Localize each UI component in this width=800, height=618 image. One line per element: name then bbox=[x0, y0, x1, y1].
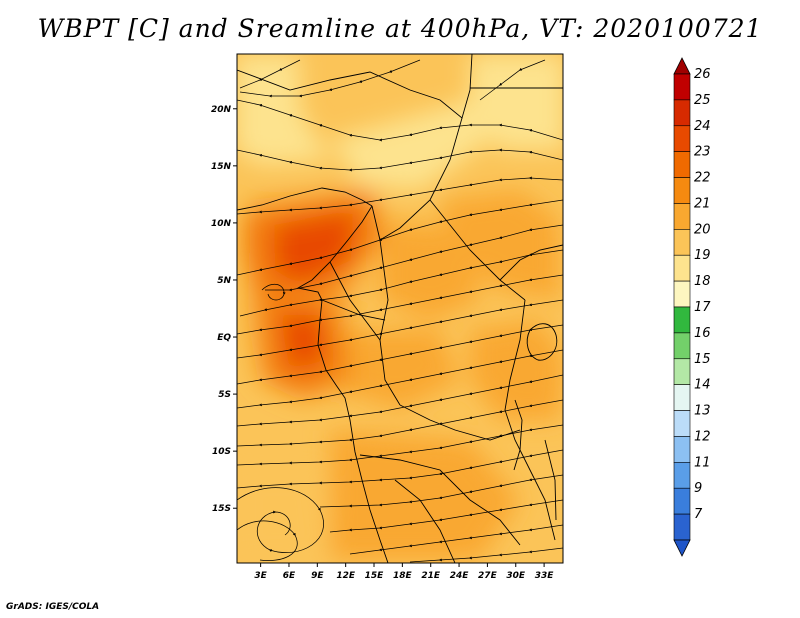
colorbar-label: 23 bbox=[694, 145, 711, 160]
colorbar-label: 15 bbox=[694, 352, 711, 367]
colorbar-label: 21 bbox=[694, 196, 711, 211]
lon-tick-label: 3E bbox=[254, 571, 267, 581]
colorbar-swatch bbox=[673, 177, 691, 204]
colorbar-label: 7 bbox=[694, 507, 703, 522]
lon-tick-label: 24E bbox=[450, 571, 470, 581]
lon-tick-label: 27E bbox=[478, 571, 498, 581]
lat-tick-label: 15N bbox=[211, 162, 232, 172]
colorbar-swatch bbox=[673, 125, 691, 152]
colorbar-label: 12 bbox=[694, 429, 711, 444]
lon-tick-label: 15E bbox=[365, 571, 385, 581]
colorbar-label: 22 bbox=[694, 171, 711, 186]
colorbar-swatch bbox=[673, 280, 691, 308]
lon-tick-label: 33E bbox=[535, 571, 555, 581]
colorbar-swatch bbox=[673, 513, 691, 541]
streamlines bbox=[237, 59, 563, 563]
lon-tick-label: 30E bbox=[506, 571, 526, 581]
colorbar-bottom-arrow bbox=[673, 539, 691, 557]
colorbar-swatch bbox=[673, 203, 691, 230]
colorbar-swatch bbox=[673, 332, 691, 360]
colorbar-swatch bbox=[673, 358, 691, 385]
lon-tick-label: 21E bbox=[421, 571, 441, 581]
map-panel: 20N 15N 10N 5N EQ 5S 10S 15S 3E 6E 9E 12E 15E 18E 21E… bbox=[211, 53, 564, 581]
colorbar-label: 14 bbox=[694, 378, 711, 393]
chart-title: WBPT [C] and Sreamline at 400hPa, VT: 20… bbox=[37, 14, 763, 43]
colorbar-label: 19 bbox=[694, 248, 711, 263]
colorbar-top-arrow bbox=[673, 57, 691, 75]
colorbar-swatch bbox=[673, 254, 691, 282]
colorbar-label: 17 bbox=[694, 300, 711, 315]
colorbar-label: 11 bbox=[694, 455, 711, 470]
colorbar-label: 24 bbox=[694, 119, 711, 134]
lat-tick-label: 10S bbox=[212, 447, 231, 457]
colorbar-swatch bbox=[673, 436, 691, 463]
grads-credit: GrADS: IGES/COLA bbox=[6, 602, 100, 612]
colorbar-swatch bbox=[673, 229, 691, 256]
colorbar: 26 25 24 23 22 21 20 19 18 17 16 15 14 13 12 11 9 7 bbox=[673, 57, 711, 557]
colorbar-label: 16 bbox=[694, 326, 711, 341]
colorbar-swatch bbox=[673, 99, 691, 127]
colorbar-swatch bbox=[673, 410, 691, 437]
colorbar-label: 9 bbox=[694, 481, 702, 496]
lon-tick-label: 12E bbox=[336, 571, 356, 581]
colorbar-swatch bbox=[673, 306, 691, 334]
lon-tick-label: 18E bbox=[393, 571, 413, 581]
lon-tick-label: 9E bbox=[311, 571, 324, 581]
lat-tick-label: 20N bbox=[211, 105, 232, 115]
colorbar-swatch bbox=[673, 487, 691, 515]
latitude-axis: 20N 15N 10N 5N EQ 5S 10S 15S bbox=[211, 105, 237, 514]
lat-tick-label: 5N bbox=[217, 276, 231, 286]
colorbar-label: 13 bbox=[694, 404, 711, 419]
colorbar-label: 20 bbox=[694, 222, 711, 237]
lon-tick-label: 6E bbox=[283, 571, 296, 581]
longitude-axis: 3E 6E 9E 12E 15E 18E 21E 24E 27E 30E 33E bbox=[254, 563, 554, 581]
lat-tick-label: 5S bbox=[218, 390, 231, 400]
colorbar-label: 18 bbox=[694, 274, 711, 289]
colorbar-label: 26 bbox=[694, 67, 711, 82]
lat-tick-label: 10N bbox=[211, 219, 232, 229]
colorbar-swatch bbox=[673, 73, 691, 101]
colorbar-swatch bbox=[673, 462, 691, 489]
colorbar-label: 25 bbox=[694, 93, 711, 108]
colorbar-swatch bbox=[673, 151, 691, 178]
map-frame bbox=[236, 53, 564, 564]
lat-tick-label: EQ bbox=[217, 333, 231, 343]
lat-tick-label: 15S bbox=[212, 504, 231, 514]
colorbar-swatch bbox=[673, 384, 691, 411]
